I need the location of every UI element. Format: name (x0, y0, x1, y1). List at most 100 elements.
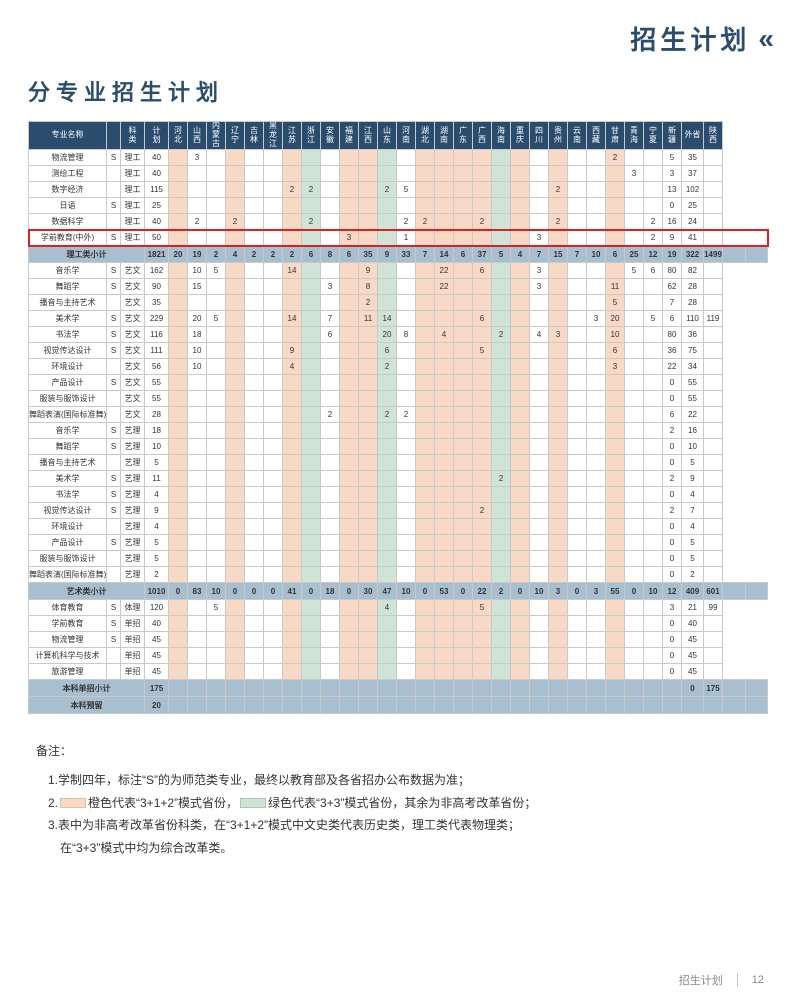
subtotal-cell (492, 680, 511, 697)
cell (454, 439, 473, 455)
cell (473, 567, 492, 583)
cell (454, 471, 473, 487)
cell (302, 295, 321, 311)
table-row: 数据科学理工40222222221624 (29, 214, 768, 230)
cell (264, 214, 283, 230)
subtotal-cell: 22 (473, 583, 492, 600)
subtotal-cell (606, 680, 625, 697)
cell (454, 327, 473, 343)
cell: 环境设计 (29, 359, 107, 375)
cell (511, 407, 530, 423)
cell (321, 616, 340, 632)
cell (492, 359, 511, 375)
cell: 物流管理 (29, 632, 107, 648)
cell (378, 503, 397, 519)
table-row: 物流管理S理工4032535 (29, 150, 768, 166)
cell (188, 519, 207, 535)
cell (568, 423, 587, 439)
cell (107, 455, 121, 471)
cell (511, 519, 530, 535)
cell (283, 230, 302, 246)
cell (644, 375, 663, 391)
footer-divider (737, 973, 738, 987)
cell: 21 (682, 600, 704, 616)
subtotal-cell (492, 697, 511, 714)
cell (416, 327, 435, 343)
subtotal-cell: 55 (606, 583, 625, 600)
cell (245, 648, 264, 664)
cell: S (107, 616, 121, 632)
cell (492, 375, 511, 391)
col-header: 云南 (568, 122, 587, 150)
page-footer: 招生计划 12 (679, 972, 764, 988)
cell (473, 535, 492, 551)
subtotal-row: 艺术类小计10100831000041018030471005302220103… (29, 583, 768, 600)
cell (530, 487, 549, 503)
subtotal-cell: 2 (207, 246, 226, 263)
cell (568, 311, 587, 327)
cell (226, 166, 245, 182)
note-line: 2.橙色代表“3+1+2”模式省份，绿色代表“3+3”模式省份，其余为非高考改革… (48, 792, 768, 815)
cell (302, 616, 321, 632)
subtotal-cell: 2 (245, 246, 264, 263)
cell (188, 616, 207, 632)
cell (245, 182, 264, 198)
col-header: 甘肃 (606, 122, 625, 150)
col-header: 广东 (454, 122, 473, 150)
cell (359, 519, 378, 535)
cell (511, 664, 530, 680)
cell: 物流管理 (29, 150, 107, 166)
cell (340, 214, 359, 230)
cell (359, 182, 378, 198)
cell (530, 407, 549, 423)
subtotal-cell (245, 697, 264, 714)
cell (188, 551, 207, 567)
cell (568, 600, 587, 616)
cell: 艺理 (121, 455, 145, 471)
cell: 9 (663, 230, 682, 246)
cell: 计算机科学与技术 (29, 648, 107, 664)
cell (473, 632, 492, 648)
cell (340, 263, 359, 279)
cell (530, 343, 549, 359)
cell (283, 455, 302, 471)
cell (625, 600, 644, 616)
cell (226, 567, 245, 583)
cell (435, 198, 454, 214)
cell (549, 648, 568, 664)
cell: 35 (682, 150, 704, 166)
col-header: 外省 (682, 122, 704, 150)
cell (245, 455, 264, 471)
cell (207, 343, 226, 359)
cell (169, 166, 188, 182)
cell: 111 (145, 343, 169, 359)
cell (169, 182, 188, 198)
cell (454, 600, 473, 616)
cell (283, 664, 302, 680)
cell (264, 664, 283, 680)
cell (568, 295, 587, 311)
cell (492, 632, 511, 648)
cell (397, 279, 416, 295)
cell (264, 198, 283, 214)
cell (511, 616, 530, 632)
cell (378, 519, 397, 535)
cell (435, 535, 454, 551)
cell (587, 182, 606, 198)
cell (492, 311, 511, 327)
cell (625, 535, 644, 551)
cell (492, 648, 511, 664)
col-header: 江西 (359, 122, 378, 150)
cell (644, 616, 663, 632)
cell: 36 (663, 343, 682, 359)
table-row: 产品设计S艺文55055 (29, 375, 768, 391)
cell (587, 359, 606, 375)
cell (587, 551, 606, 567)
cell (435, 423, 454, 439)
cell (264, 359, 283, 375)
note-line: 1.学制四年，标注“S”的为师范类专业，最终以教育部及各省招办公布数据为准； (48, 769, 768, 792)
cell (492, 567, 511, 583)
cell (359, 214, 378, 230)
cell (492, 487, 511, 503)
cell: 2 (378, 182, 397, 198)
